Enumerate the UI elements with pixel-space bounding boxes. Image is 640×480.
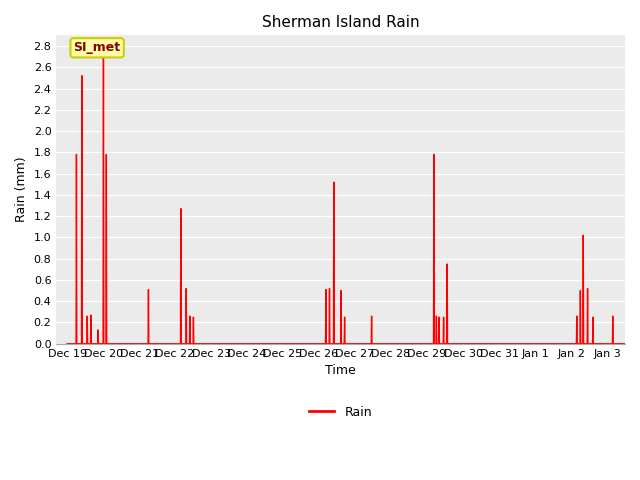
Text: SI_met: SI_met (74, 41, 121, 54)
Legend: Rain: Rain (305, 401, 377, 424)
Y-axis label: Rain (mm): Rain (mm) (15, 157, 28, 222)
X-axis label: Time: Time (325, 364, 356, 377)
Title: Sherman Island Rain: Sherman Island Rain (262, 15, 419, 30)
